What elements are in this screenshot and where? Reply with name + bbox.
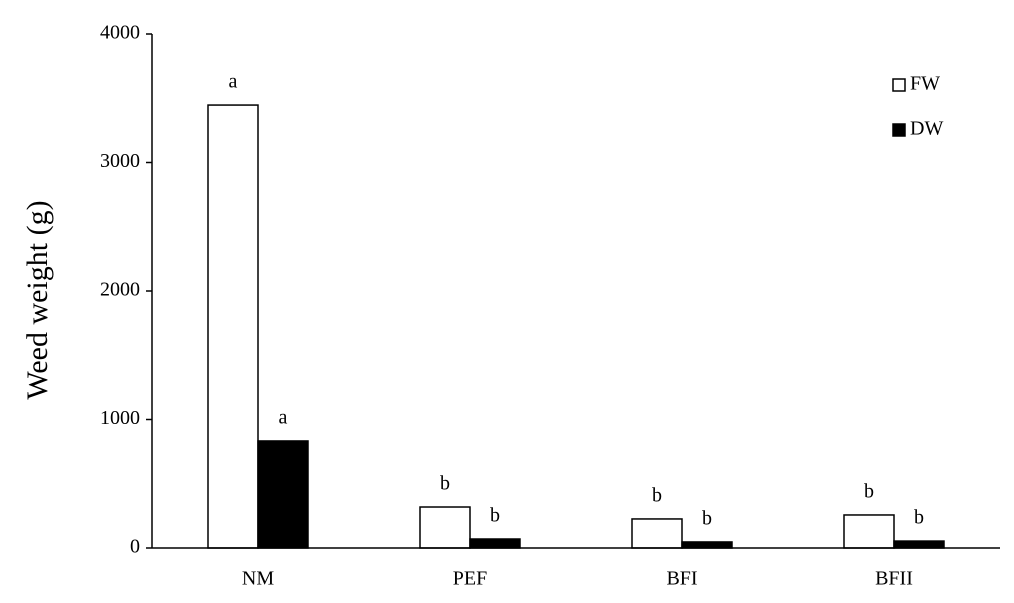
significance-letter: b bbox=[490, 505, 500, 527]
bar bbox=[419, 506, 471, 549]
x-tick-label: NM bbox=[242, 568, 274, 590]
bar bbox=[207, 104, 259, 549]
legend-swatch bbox=[892, 78, 906, 92]
significance-letter: a bbox=[279, 407, 288, 429]
significance-letter: b bbox=[652, 485, 662, 507]
x-tick-label: BFII bbox=[875, 568, 913, 590]
y-axis-label: Weed weight (g) bbox=[21, 200, 54, 399]
x-tick-label: PEF bbox=[453, 568, 487, 590]
significance-letter: b bbox=[440, 473, 450, 495]
y-tick-label: 2000 bbox=[100, 279, 140, 301]
legend-swatch bbox=[892, 123, 906, 137]
bar bbox=[257, 440, 309, 549]
y-tick-label: 3000 bbox=[100, 150, 140, 172]
bar bbox=[843, 514, 895, 549]
y-tick-label: 0 bbox=[130, 536, 140, 558]
bar bbox=[469, 538, 521, 549]
significance-letter: b bbox=[702, 508, 712, 530]
significance-letter: b bbox=[864, 481, 874, 503]
legend-label: FW bbox=[910, 73, 940, 95]
significance-letter: b bbox=[914, 507, 924, 529]
bar bbox=[681, 541, 733, 549]
x-tick-label: BFI bbox=[666, 568, 697, 590]
bar bbox=[893, 540, 945, 549]
y-tick-label: 1000 bbox=[100, 407, 140, 429]
y-tick-label: 4000 bbox=[100, 22, 140, 44]
legend-label: DW bbox=[910, 118, 943, 140]
significance-letter: a bbox=[229, 71, 238, 93]
bar bbox=[631, 518, 683, 549]
